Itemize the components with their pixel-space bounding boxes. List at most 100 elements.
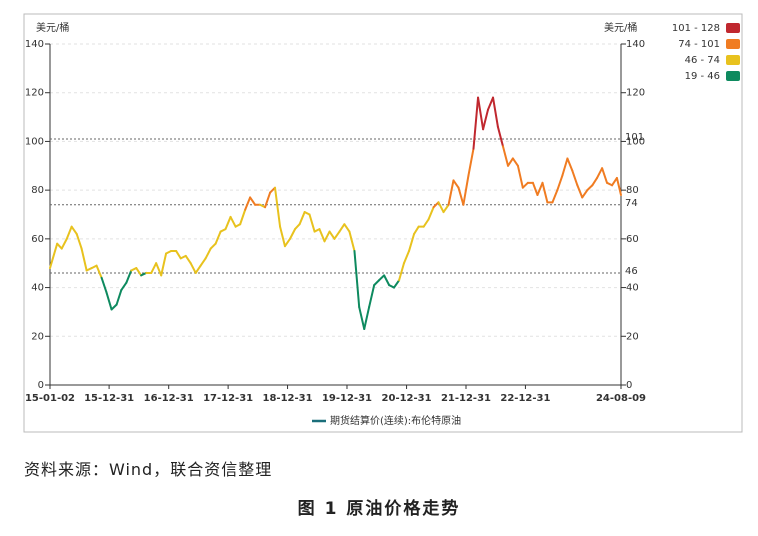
line-segment: [189, 262, 197, 274]
line-segment: [115, 289, 123, 306]
line-segment: [511, 157, 519, 167]
line-segment: [477, 96, 485, 131]
line-segment: [95, 264, 103, 279]
line-segment: [556, 174, 564, 192]
line-segment: [160, 252, 168, 277]
reference-label: 101: [625, 132, 644, 143]
x-tick-label: 15-01-02: [25, 393, 75, 404]
y-tick-label: 0: [38, 380, 44, 391]
y2-label: 美元/桶: [604, 21, 637, 34]
chart-frame: [23, 13, 743, 433]
line-segment: [353, 250, 361, 309]
line-segment: [323, 230, 331, 243]
line-segment: [155, 262, 163, 277]
line-segment: [398, 262, 405, 282]
line-segment: [80, 247, 88, 272]
line-segment: [378, 274, 386, 282]
x-tick-label: 15-12-31: [84, 393, 134, 404]
band-legend-swatch: [726, 23, 740, 33]
y-tick-label: 20: [31, 331, 44, 342]
line-segment: [611, 176, 618, 187]
line-segment: [408, 232, 416, 253]
line-segment: [214, 230, 222, 245]
y2-tick-label: 60: [626, 234, 639, 245]
line-segment: [496, 125, 504, 148]
line-segment: [373, 279, 381, 287]
x-tick-label: 16-12-31: [144, 393, 194, 404]
line-segment: [249, 196, 257, 206]
line-segment: [576, 184, 584, 199]
x-tick-label: 18-12-31: [263, 393, 313, 404]
line-segment: [65, 225, 73, 240]
band-legend-label: 101 - 128: [672, 23, 720, 34]
band-legend-label: 46 - 74: [685, 55, 720, 66]
line-segment: [402, 250, 411, 265]
figure-caption: 图 1 原油价格走势: [297, 499, 461, 519]
line-segment: [224, 215, 232, 231]
line-segment: [601, 167, 608, 184]
line-segment: [135, 267, 143, 277]
line-segment: [338, 223, 346, 233]
line-segment: [105, 291, 113, 311]
line-segment: [204, 247, 212, 260]
line-segment: [264, 191, 272, 209]
band-legend-swatch: [726, 71, 740, 81]
source-note: 资料来源：Wind，联合资信整理: [24, 460, 273, 479]
y-tick-label: 100: [25, 136, 44, 147]
line-segment: [467, 147, 475, 177]
line-segment: [596, 167, 604, 179]
x-tick-label: 17-12-31: [203, 393, 253, 404]
line-segment: [462, 174, 470, 206]
line-segment: [283, 237, 291, 248]
reference-label: 74: [625, 198, 638, 209]
line-segment: [279, 225, 286, 248]
y2-tick-label: 0: [626, 380, 632, 391]
line-segment: [521, 181, 529, 189]
y2-tick-label: 120: [626, 88, 645, 99]
band-legend-swatch: [726, 55, 740, 65]
chart: 美元/桶 美元/桶 0 20 40 60 80 100 120 140 0 20 40 60 80 100…: [23, 13, 743, 433]
line-segment: [551, 189, 559, 204]
line-segment: [442, 203, 450, 214]
line-segment: [507, 157, 514, 167]
line-segment: [56, 242, 63, 250]
y-tick-label: 40: [31, 283, 44, 294]
line-segment: [541, 181, 549, 204]
line-segment: [561, 157, 569, 177]
y2-tick-label: 140: [626, 39, 645, 50]
line-segment: [294, 223, 301, 231]
y2-tick-label: 100: [626, 136, 645, 147]
line-segment: [70, 225, 78, 235]
line-segment: [60, 237, 68, 250]
y-tick-label: 60: [31, 234, 44, 245]
line-segment: [363, 306, 371, 330]
x-tick-label: 21-12-31: [441, 393, 491, 404]
line-segment: [100, 276, 108, 294]
line-segment: [368, 284, 376, 309]
band-legend-swatch: [726, 39, 740, 49]
line-segment: [358, 306, 366, 330]
y2-tick-label: 20: [626, 331, 639, 342]
line-segment: [501, 145, 510, 167]
line-segment: [110, 303, 118, 311]
line-segment: [486, 96, 495, 111]
line-segment: [274, 186, 282, 228]
line-segment: [536, 181, 544, 197]
line-segment: [318, 228, 326, 243]
line-segment: [209, 242, 217, 250]
line-segment: [348, 230, 356, 253]
line-segment: [343, 223, 351, 233]
line-segment: [120, 281, 128, 292]
line-segment: [125, 269, 133, 284]
line-segment: [229, 215, 237, 228]
x-tick-label: 22-12-31: [500, 393, 550, 404]
legend-label: 期货结算价(连续):布伦特原油: [330, 414, 461, 427]
line-segment: [447, 179, 455, 206]
line-segment: [150, 262, 158, 274]
line-segment: [288, 228, 297, 240]
line-segment: [244, 196, 252, 211]
line-segment: [437, 201, 445, 214]
line-segment: [432, 201, 440, 209]
line-segment: [383, 274, 391, 287]
line-segment: [393, 279, 401, 289]
